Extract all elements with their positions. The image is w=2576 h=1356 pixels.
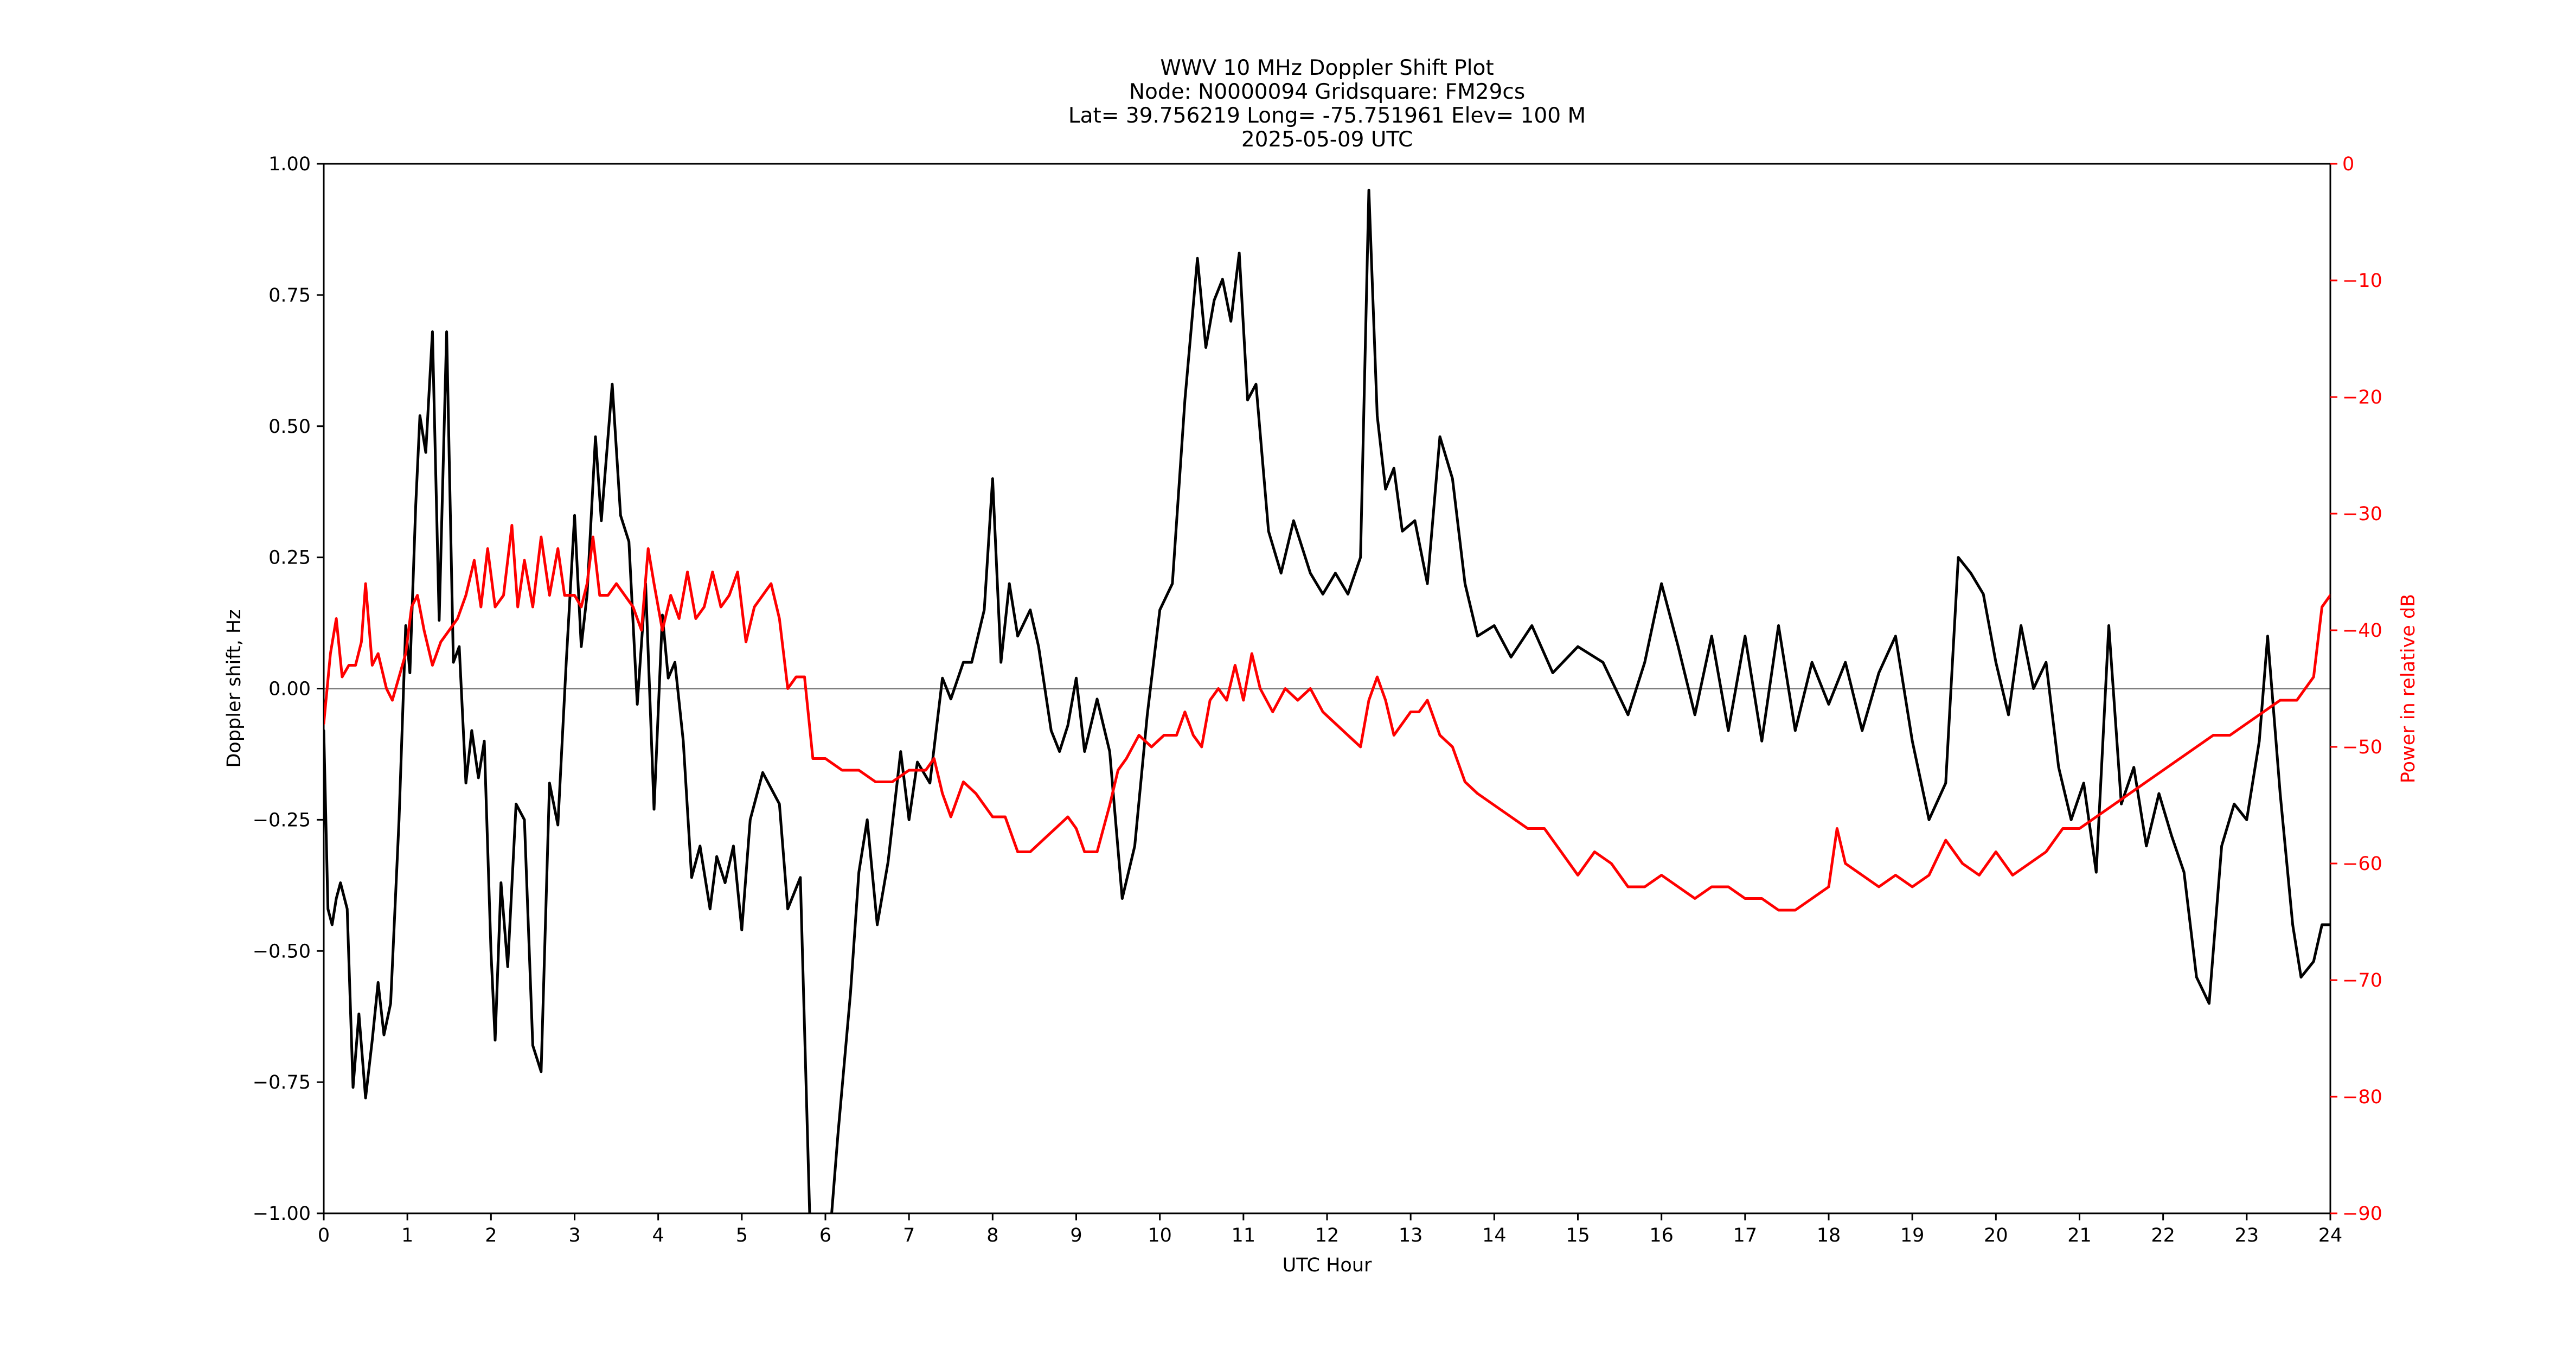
x-tick-label: 15 bbox=[1566, 1225, 1590, 1246]
x-tick-label: 1 bbox=[401, 1225, 413, 1246]
x-tick-label: 16 bbox=[1649, 1225, 1674, 1246]
x-tick-label: 9 bbox=[1070, 1225, 1082, 1246]
y-axis-left-label: Doppler shift, Hz bbox=[223, 609, 245, 767]
y-left-tick-label: 0.00 bbox=[268, 679, 311, 700]
title-line: WWV 10 MHz Doppler Shift Plot bbox=[1160, 56, 1494, 80]
x-tick-label: 2 bbox=[485, 1225, 497, 1246]
x-tick-label: 21 bbox=[2067, 1225, 2092, 1246]
y-axis-right: 0 −10 −20 −30 −40 −50 −60 −70 −80 −90 bbox=[2330, 153, 2382, 1225]
y-left-tick-label: 0.75 bbox=[268, 285, 311, 306]
y-right-tick-label: −20 bbox=[2342, 387, 2382, 408]
y-axis-left: 1.00 0.75 0.50 0.25 0.00 −0.25 −0.50 −0.75 −1.00 bbox=[253, 153, 324, 1225]
y-axis-right-label: Power in relative dB bbox=[2398, 594, 2419, 783]
power-series bbox=[324, 524, 2330, 912]
x-tick-label: 0 bbox=[318, 1225, 330, 1246]
doppler-shift-series bbox=[324, 188, 2330, 1213]
x-tick-label: 23 bbox=[2235, 1225, 2259, 1246]
x-tick-label: 10 bbox=[1148, 1225, 1172, 1246]
y-right-tick-label: −60 bbox=[2342, 853, 2382, 875]
y-left-tick-label: −0.25 bbox=[253, 809, 311, 831]
x-tick-label: 11 bbox=[1232, 1225, 1256, 1246]
y-left-tick-label: 1.00 bbox=[268, 153, 311, 175]
y-right-tick-label: 0 bbox=[2342, 153, 2354, 175]
x-tick-label: 5 bbox=[736, 1225, 748, 1246]
y-right-tick-label: −30 bbox=[2342, 503, 2382, 525]
y-left-tick-label: −1.00 bbox=[253, 1203, 311, 1225]
x-tick-label: 24 bbox=[2318, 1225, 2343, 1246]
y-right-tick-label: −80 bbox=[2342, 1086, 2382, 1108]
title-line: Lat= 39.756219 Long= -75.751961 Elev= 10… bbox=[1068, 104, 1586, 128]
x-axis: 0 1 2 3 4 5 6 7 8 9 10 11 12 13 14 15 16 17 18 19 20 21 22 23 24 bbox=[318, 1213, 2342, 1246]
x-tick-label: 13 bbox=[1399, 1225, 1423, 1246]
x-tick-label: 20 bbox=[1984, 1225, 2008, 1246]
y-right-tick-label: −40 bbox=[2342, 620, 2382, 642]
y-right-tick-label: −70 bbox=[2342, 970, 2382, 992]
y-right-tick-label: −10 bbox=[2342, 270, 2382, 292]
x-tick-label: 12 bbox=[1315, 1225, 1340, 1246]
x-tick-label: 18 bbox=[1817, 1225, 1841, 1246]
x-axis-label: UTC Hour bbox=[1283, 1255, 1372, 1276]
x-tick-label: 19 bbox=[1900, 1225, 1925, 1246]
y-right-tick-label: −50 bbox=[2342, 737, 2382, 758]
y-right-tick-label: −90 bbox=[2342, 1203, 2382, 1225]
y-left-tick-label: 0.50 bbox=[268, 416, 311, 438]
y-left-tick-label: 0.25 bbox=[268, 547, 311, 569]
title-line: 2025-05-09 UTC bbox=[1241, 127, 1413, 152]
title-line: Node: N0000094 Gridsquare: FM29cs bbox=[1129, 80, 1525, 104]
x-tick-label: 22 bbox=[2151, 1225, 2175, 1246]
x-tick-label: 7 bbox=[903, 1225, 915, 1246]
x-tick-label: 3 bbox=[568, 1225, 580, 1246]
x-tick-label: 14 bbox=[1482, 1225, 1507, 1246]
x-tick-label: 6 bbox=[819, 1225, 831, 1246]
x-tick-label: 8 bbox=[986, 1225, 998, 1246]
plot-frame bbox=[323, 163, 2331, 1214]
y-left-tick-label: −0.50 bbox=[253, 941, 311, 962]
x-tick-label: 4 bbox=[652, 1225, 664, 1246]
series-layer bbox=[324, 188, 2330, 1213]
x-tick-label: 17 bbox=[1733, 1225, 1758, 1246]
y-left-tick-label: −0.75 bbox=[253, 1072, 311, 1093]
